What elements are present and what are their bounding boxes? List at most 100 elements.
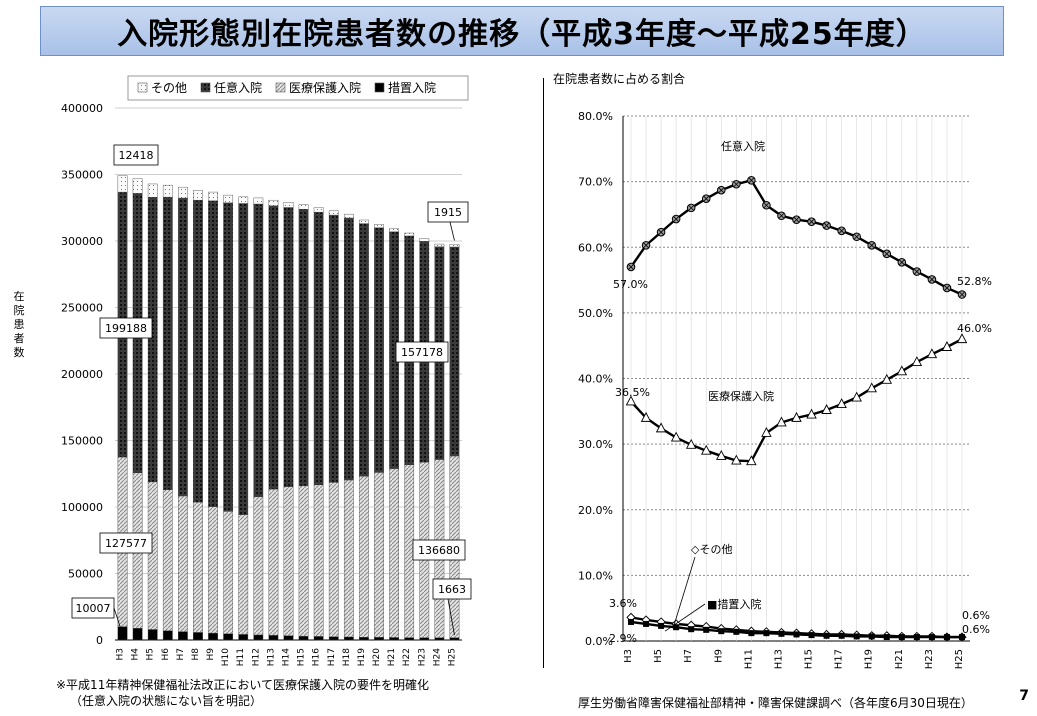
- bar-segment-措置入院: [193, 632, 203, 641]
- bar-segment-その他: [162, 184, 173, 198]
- x-tick-label: H24: [432, 648, 442, 666]
- point-cross: [823, 222, 830, 229]
- x-tick-label: H13: [266, 648, 276, 666]
- label-h25-medical-box: [412, 539, 466, 561]
- point-measures: [778, 630, 785, 637]
- y-tick-label: 40.0%: [578, 373, 613, 386]
- leader-line: [664, 603, 706, 632]
- y-tick-label: 350000: [61, 169, 103, 182]
- bar-segment-その他: [374, 224, 384, 228]
- bar-segment-医療保護入院: [178, 495, 188, 632]
- bar-segment-医療保護入院: [313, 484, 324, 637]
- bar-segment-任意入院: [313, 211, 324, 485]
- data-label-voluntary-start: 57.0%: [613, 278, 648, 291]
- bar-segment-その他: [132, 178, 143, 194]
- legend-label: 任意入院: [214, 80, 262, 95]
- bar-segment-措置入院: [162, 630, 173, 641]
- bar-segment-措置入院: [283, 635, 294, 641]
- point-measures: [703, 626, 710, 633]
- point-medical: [911, 356, 923, 367]
- data-label-medical-start: 36.5%: [615, 386, 650, 399]
- page-number: 7: [1019, 688, 1029, 704]
- bar-segment-任意入院: [449, 246, 460, 457]
- point-cross: [763, 202, 770, 209]
- point-cross: [929, 276, 935, 283]
- bar-segment-任意入院: [193, 199, 203, 503]
- point-medical: [926, 348, 938, 359]
- x-tick-label: H8: [191, 648, 201, 661]
- bar-segment-その他: [313, 207, 324, 213]
- point-measures: [673, 624, 680, 631]
- bar-segment-その他: [343, 213, 354, 219]
- bar-segment-措置入院: [434, 637, 445, 641]
- point-cross: [899, 259, 905, 266]
- label-h3-medical-box: [99, 532, 153, 554]
- point-cross: [673, 216, 679, 222]
- page-title-banner: 入院形態別在院患者数の推移（平成3年度～平成25年度）: [40, 6, 1004, 56]
- bar-segment-任意入院: [147, 197, 158, 483]
- bar-segment-その他: [117, 175, 128, 193]
- bar-segment-措置入院: [117, 626, 128, 641]
- point-cross: [853, 233, 860, 240]
- label-h3-medical: 127577: [105, 537, 147, 550]
- label-h3-measures: 10007: [76, 602, 111, 615]
- bar-segment-医療保護入院: [223, 511, 234, 634]
- point-cross: [944, 285, 950, 291]
- page-title: 入院形態別在院患者数の推移（平成3年度～平成25年度）: [117, 17, 927, 52]
- x-tick-label: H21: [387, 648, 397, 666]
- x-tick-label: H11: [743, 649, 754, 669]
- point-measures: [883, 634, 890, 641]
- bar-segment-医療保護入院: [404, 464, 415, 638]
- y-axis-label-char: 在: [14, 290, 25, 303]
- point-medical: [836, 398, 847, 409]
- legend-label: その他: [151, 81, 187, 95]
- bar-segment-その他: [283, 202, 294, 208]
- data-label-measures-start: 2.9%: [609, 632, 637, 645]
- source-note: 厚生労働省障害保健福祉部精神・障害保健課調べ（各年度6月30日現在）: [578, 696, 973, 710]
- x-tick-label: H15: [297, 648, 307, 666]
- bar-segment-医療保護入院: [238, 514, 249, 635]
- point-measures: [959, 634, 965, 641]
- bar-segment-その他: [389, 228, 399, 233]
- leader-line: [113, 607, 121, 629]
- label-h25-measures: 1663: [438, 583, 466, 596]
- point-medical: [670, 431, 682, 442]
- bar-segment-措置入院: [389, 637, 399, 641]
- label-h25-voluntary: 157178: [401, 346, 443, 359]
- x-tick-label: H14: [282, 648, 292, 666]
- point-cross: [718, 187, 725, 193]
- point-cross: [838, 228, 845, 234]
- percentage-line-chart: 在院患者数に占める割合 0.0% 10.0% 20.0% 30.0% 40.0% 50.0%…: [553, 71, 992, 669]
- point-medical: [731, 454, 742, 465]
- bar-segment-措置入院: [328, 636, 339, 641]
- bar-segment-その他: [434, 243, 445, 247]
- point-cross: [748, 177, 755, 184]
- y-tick-label: 60.0%: [578, 241, 613, 254]
- bar-segment-医療保護入院: [208, 506, 218, 634]
- y-tick-label: 80.0%: [578, 110, 613, 123]
- bar-segment-医療保護入院: [268, 488, 279, 636]
- x-tick-label: H7: [683, 649, 694, 663]
- point-medical: [881, 373, 893, 384]
- point-medical: [791, 411, 802, 422]
- bar-segment-任意入院: [359, 223, 369, 477]
- bar-segment-その他: [223, 194, 234, 204]
- x-tick-label: H19: [357, 648, 367, 666]
- y-tick-label: 150000: [61, 435, 103, 448]
- y-tick-label: 200000: [61, 368, 103, 381]
- point-cross: [778, 212, 785, 219]
- x-tick-label: H6: [161, 648, 171, 661]
- bar-segment-その他: [268, 199, 279, 206]
- bar-segment-その他: [208, 191, 218, 202]
- bar-segment-医療保護入院: [374, 472, 384, 638]
- bar-segment-医療保護入院: [298, 485, 309, 637]
- bar-segment-医療保護入院: [253, 496, 264, 636]
- x-tick-label: H15: [804, 649, 815, 669]
- point-measures: [643, 620, 650, 627]
- point-measures: [658, 622, 665, 629]
- point-measures: [868, 633, 875, 640]
- x-tick-label: H25: [447, 648, 457, 666]
- bar-segment-措置入院: [404, 637, 415, 641]
- chart-divider: [543, 78, 544, 668]
- point-cross: [733, 181, 740, 188]
